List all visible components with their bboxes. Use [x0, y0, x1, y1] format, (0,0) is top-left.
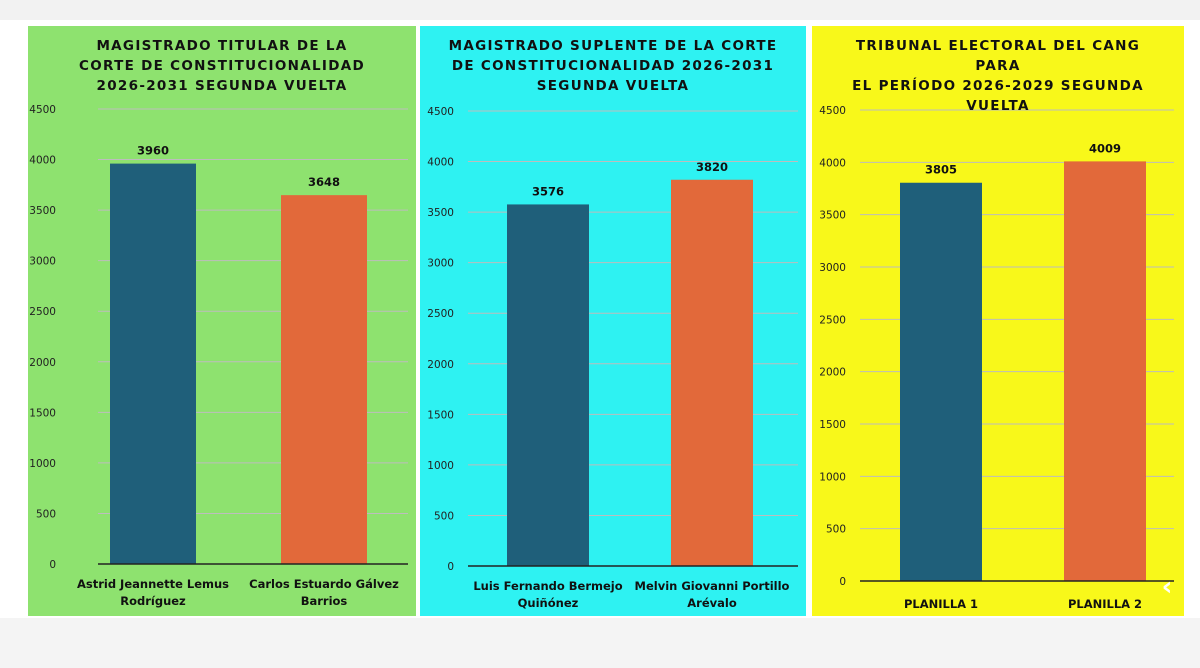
y-tick-label: 1500	[427, 409, 454, 421]
chart-title-suplente: MAGISTRADO SUPLENTE DE LA CORTE DE CONST…	[440, 36, 786, 96]
y-tick-label: 500	[36, 508, 56, 520]
y-tick-label: 1000	[819, 471, 846, 483]
bar	[1064, 161, 1146, 581]
chart-panel-titular: 0 500 1000 1500 2000 2500 3000 3500 4000 4500 3960…	[28, 26, 416, 616]
chart-title-line: VUELTA	[966, 98, 1030, 114]
y-tick-label: 2500	[819, 314, 846, 326]
chart-svg-tribunal: 0 500 1000 1500 2000 2500 3000 3500 4000 4500 3805…	[812, 26, 1184, 616]
category-label: Carlos Estuardo Gálvez	[249, 577, 399, 591]
bar	[281, 195, 367, 564]
y-tick-label: 3500	[29, 205, 56, 217]
category-label: Rodríguez	[120, 594, 186, 608]
y-tick-label: 2000	[29, 357, 56, 369]
chart-title-tribunal: TRIBUNAL ELECTORAL DEL CANG PARA EL PERÍ…	[832, 36, 1164, 116]
y-tick-label: 0	[447, 561, 454, 573]
bottom-background-strip	[0, 618, 1200, 668]
y-tick-label: 3500	[819, 210, 846, 222]
chart-title-line: 2026-2031 SEGUNDA VUELTA	[96, 78, 348, 94]
chart-panel-suplente: 0 500 1000 1500 2000 2500 3000 3500 4000 4500 3576…	[420, 26, 806, 616]
category-label: Melvin Giovanni Portillo	[635, 579, 790, 593]
chart-title-line: SEGUNDA VUELTA	[536, 78, 690, 94]
y-tick-label: 500	[826, 524, 846, 536]
y-tick-label: 2000	[427, 359, 454, 371]
category-label: Luis Fernando Bermejo	[473, 579, 622, 593]
chart-title-line: EL PERÍODO 2026-2029 SEGUNDA	[852, 78, 1144, 94]
bar	[671, 179, 753, 566]
bar-data-label: 3820	[696, 160, 728, 174]
y-tick-label: 3000	[427, 258, 454, 270]
chart-panel-tribunal: 0 500 1000 1500 2000 2500 3000 3500 4000 4500 3805…	[812, 26, 1184, 616]
chart-title-titular: MAGISTRADO TITULAR DE LA CORTE DE CONSTI…	[48, 36, 396, 96]
category-label: Arévalo	[687, 596, 737, 610]
y-tick-label: 1500	[819, 419, 846, 431]
y-tick-label: 2500	[427, 308, 454, 320]
chart-svg-titular: 0 500 1000 1500 2000 2500 3000 3500 4000 4500 3960…	[28, 26, 416, 616]
category-label: Quiñónez	[518, 596, 579, 610]
category-label: Barrios	[301, 594, 348, 608]
y-tick-label: 3000	[819, 262, 846, 274]
chevron-left-icon[interactable]: ‹	[1161, 572, 1173, 602]
chart-title-line: DE CONSTITUCIONALIDAD 2026-2031	[451, 58, 775, 74]
y-tick-label: 4000	[29, 155, 56, 167]
top-background-strip	[0, 0, 1200, 20]
bar-data-label: 3576	[532, 184, 564, 198]
y-tick-label: 4500	[427, 106, 454, 118]
bar	[900, 182, 982, 581]
y-tick-label: 3000	[29, 256, 56, 268]
category-label: PLANILLA 1	[904, 597, 978, 611]
y-tick-label: 2500	[29, 306, 56, 318]
y-tick-label: 4500	[29, 104, 56, 116]
bar	[507, 204, 589, 566]
category-label: Astrid Jeannette Lemus	[77, 577, 229, 591]
y-tick-label: 0	[49, 559, 56, 571]
category-label: PLANILLA 2	[1068, 597, 1142, 611]
y-tick-label: 1500	[29, 407, 56, 419]
bar	[110, 163, 196, 564]
bar-data-label: 3805	[925, 163, 957, 177]
bar-data-label: 3960	[137, 144, 169, 158]
bar-data-label: 3648	[308, 175, 340, 189]
y-tick-label: 2000	[819, 367, 846, 379]
y-tick-label: 0	[839, 576, 846, 588]
chart-title-line: CORTE DE CONSTITUCIONALIDAD	[79, 58, 365, 74]
y-tick-label: 4000	[427, 157, 454, 169]
y-tick-label: 4500	[819, 105, 846, 117]
y-tick-label: 1000	[29, 458, 56, 470]
chart-svg-suplente: 0 500 1000 1500 2000 2500 3000 3500 4000 4500 3576…	[420, 26, 806, 616]
chart-title-line: TRIBUNAL ELECTORAL DEL CANG PARA	[855, 38, 1141, 74]
y-tick-label: 1000	[427, 460, 454, 472]
chart-title-line: MAGISTRADO TITULAR DE LA	[96, 38, 348, 54]
y-tick-label: 3500	[427, 207, 454, 219]
y-tick-label: 500	[434, 510, 454, 522]
y-tick-label: 4000	[819, 157, 846, 169]
chart-title-line: MAGISTRADO SUPLENTE DE LA CORTE	[448, 38, 778, 54]
bar-data-label: 4009	[1089, 141, 1121, 155]
